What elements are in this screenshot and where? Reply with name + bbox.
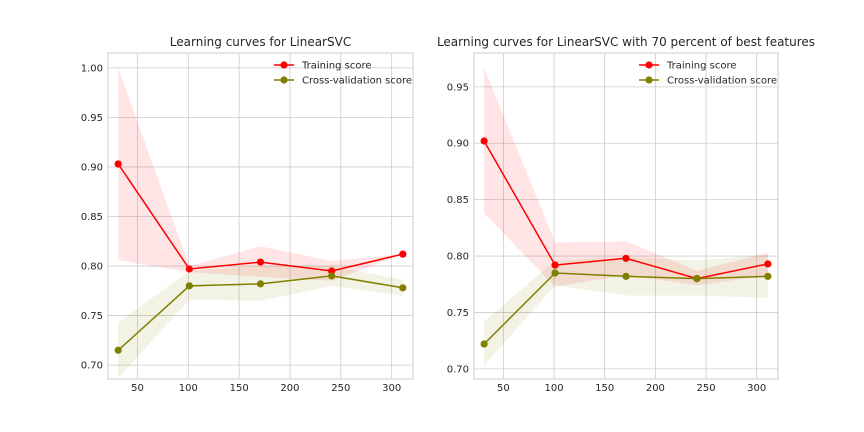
data-point	[256, 258, 265, 266]
data-point	[551, 261, 559, 269]
x-tick-label: 50	[497, 383, 510, 394]
y-tick-label: 1.00	[81, 63, 103, 74]
legend-label: Training score	[301, 61, 372, 72]
legend-label: Cross-validation score	[667, 76, 777, 87]
y-tick-label: 0.80	[447, 252, 469, 263]
x-tick-label: 200	[646, 383, 665, 394]
data-point	[622, 272, 630, 280]
legend-marker	[645, 76, 653, 84]
y-tick-label: 0.90	[81, 162, 103, 173]
data-point	[622, 254, 630, 262]
data-point	[328, 272, 336, 280]
data-point	[480, 340, 488, 348]
data-point	[764, 272, 772, 280]
chart-title: Learning curves for LinearSVC with 70 pe…	[437, 35, 815, 49]
x-tick-label: 300	[382, 383, 401, 394]
plot-frame	[473, 52, 779, 380]
data-point	[551, 269, 559, 277]
data-point	[114, 346, 122, 354]
y-tick-label: 0.75	[81, 311, 103, 322]
chart-title: Learning curves for LinearSVC	[170, 35, 351, 49]
legend-label: Cross-validation score	[302, 76, 412, 87]
plot-area	[108, 53, 413, 379]
x-tick-label: 100	[545, 383, 564, 394]
data-point	[693, 275, 701, 283]
y-tick-label: 0.70	[447, 364, 469, 375]
legend-label: Training score	[666, 61, 737, 72]
data-point	[256, 280, 265, 288]
x-tick-label: 250	[697, 383, 716, 394]
data-point	[328, 267, 336, 275]
data-point	[480, 137, 488, 145]
chart-panel-left: 50 100 150 200 250 300 0.70 0.75 0.80 0.85 0.90 0.9…	[81, 35, 414, 394]
x-tick-label: 50	[131, 383, 144, 394]
data-point	[399, 284, 407, 292]
x-tick-label: 150	[595, 383, 614, 394]
legend-marker	[645, 61, 653, 69]
y-tick-label: 0.95	[81, 113, 103, 124]
y-tick-label: 0.75	[447, 308, 469, 319]
plot-area	[474, 53, 778, 379]
x-tick-label: 100	[179, 383, 198, 394]
confidence-band-cv	[118, 266, 403, 378]
chart-panel-right: 50 100 150 200 250 300 0.70 0.75 0.80 0.85 0.90 0.9…	[437, 35, 815, 394]
data-point	[185, 265, 193, 273]
y-tick-label: 0.85	[81, 212, 103, 223]
confidence-band-training	[484, 67, 768, 287]
x-tick-label: 250	[331, 383, 350, 394]
y-tick-label: 0.80	[81, 262, 103, 273]
y-tick-label: 0.95	[447, 82, 469, 93]
data-point	[185, 282, 193, 290]
data-point	[114, 160, 122, 168]
confidence-band-training	[118, 67, 403, 281]
confidence-band-cv	[484, 254, 768, 366]
x-tick-label: 150	[230, 383, 249, 394]
data-point	[764, 260, 772, 268]
y-tick-label: 0.90	[447, 139, 469, 150]
x-tick-label: 200	[280, 383, 299, 394]
x-tick-label: 300	[747, 383, 766, 394]
data-point	[399, 250, 407, 258]
plot-frame	[107, 52, 414, 380]
legend-marker	[280, 76, 288, 84]
y-tick-label: 0.70	[81, 361, 103, 372]
y-tick-label: 0.85	[447, 195, 469, 206]
legend-marker	[280, 61, 288, 69]
